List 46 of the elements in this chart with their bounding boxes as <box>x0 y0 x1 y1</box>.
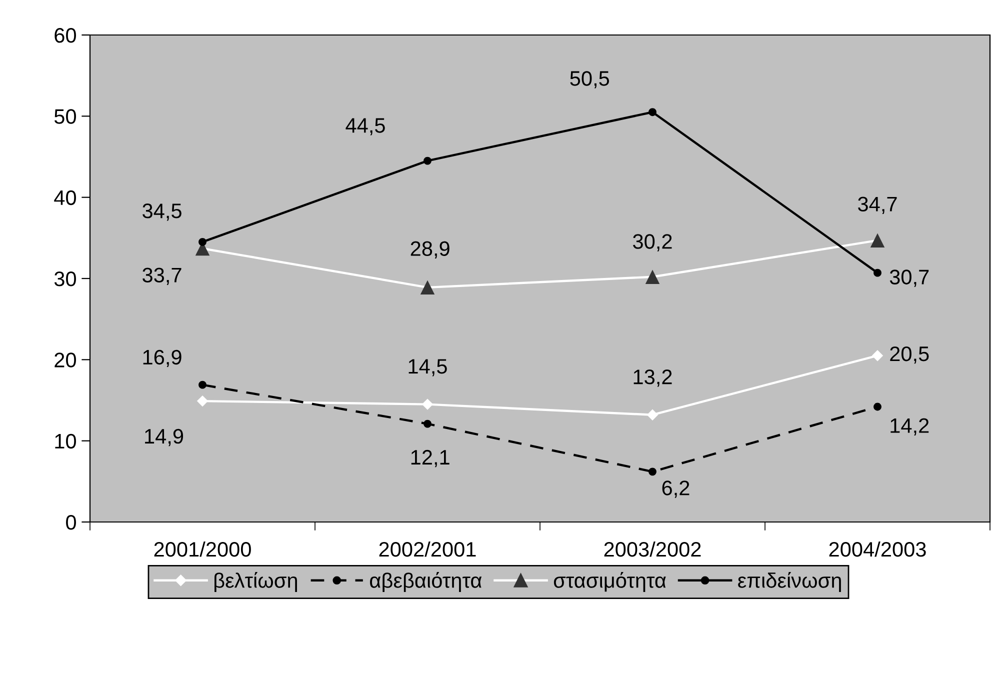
y-tick-label: 40 <box>54 190 76 206</box>
legend-label: αβεβαιότητα <box>370 572 482 592</box>
data-label: 30,7 <box>890 270 929 287</box>
data-label: 33,7 <box>142 268 182 285</box>
point <box>870 233 885 248</box>
point <box>646 409 658 420</box>
data-label: 13,2 <box>634 370 672 387</box>
data-label: 14,5 <box>408 359 447 376</box>
point <box>422 398 434 410</box>
y-tick-label: 20 <box>54 352 76 368</box>
data-label: 14,9 <box>145 428 184 446</box>
data-label: 44,5 <box>346 118 385 136</box>
legend-label: βελτίωση <box>214 572 297 592</box>
data-label: 30,2 <box>633 234 672 252</box>
point <box>645 270 660 284</box>
y-tick-label: 30 <box>54 272 76 286</box>
x-tick-label: 2003/2002 <box>604 541 701 557</box>
point <box>424 156 432 165</box>
y-tick-label: 50 <box>54 109 76 124</box>
y-tick-label: 10 <box>55 434 76 449</box>
data-label: 28,9 <box>410 241 450 258</box>
point <box>420 280 435 295</box>
point <box>648 108 656 116</box>
data-label: 50,5 <box>570 71 610 88</box>
point <box>424 420 432 428</box>
data-label: 34,7 <box>858 196 897 214</box>
x-tick-label: 2002/2001 <box>379 541 476 557</box>
y-tick-label: 60 <box>54 28 76 43</box>
point <box>874 402 882 411</box>
legend-label: επιδείνωση <box>738 572 841 592</box>
point <box>196 395 208 407</box>
point <box>198 380 206 389</box>
point <box>648 468 656 476</box>
x-tick-label: 2001/2000 <box>154 541 251 557</box>
point <box>872 350 884 362</box>
data-label: 34,5 <box>142 204 182 221</box>
point <box>198 238 206 246</box>
y-tick-label: 0 <box>66 515 76 530</box>
data-label: 16,9 <box>143 350 182 368</box>
point <box>874 268 882 277</box>
data-label: 20,5 <box>890 346 929 364</box>
data-label: 6,2 <box>662 480 690 498</box>
data-label: 14,2 <box>890 418 929 436</box>
data-label: 12,1 <box>411 450 450 468</box>
legend-label: στασιμότητα <box>554 572 666 592</box>
x-tick-label: 2004/2003 <box>829 541 926 557</box>
